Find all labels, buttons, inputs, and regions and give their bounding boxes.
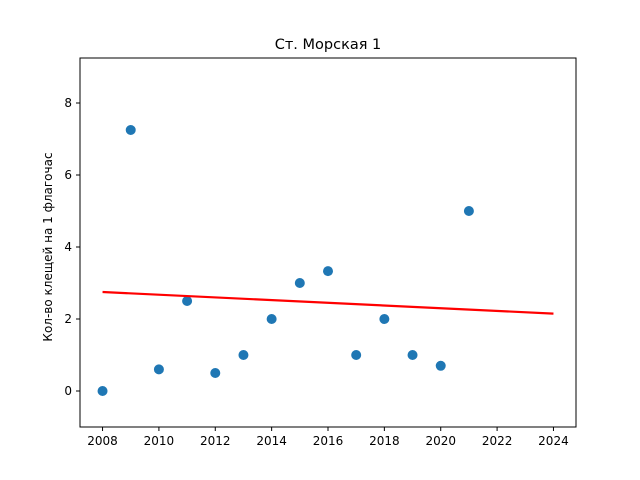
plot-area (97, 125, 554, 396)
data-point (379, 314, 390, 324)
data-point (351, 350, 362, 360)
y-tick-label: 0 (64, 384, 72, 398)
y-tick-label: 4 (64, 240, 72, 254)
data-point (323, 266, 333, 277)
y-axis-label: Кол-во клещей на 1 флагочас (41, 152, 55, 341)
axes-frame (79, 57, 577, 428)
data-point (463, 206, 474, 216)
x-tick-label: 2016 (313, 434, 344, 448)
data-point (407, 350, 418, 360)
data-point (266, 314, 277, 324)
data-point (238, 350, 249, 360)
data-point (97, 386, 108, 396)
x-tick-label: 2018 (369, 434, 400, 448)
y-axis: 0 2 4 6 8 (64, 96, 80, 398)
y-tick-label: 6 (64, 168, 72, 182)
y-tick-label: 8 (64, 96, 72, 110)
x-tick-label: 2020 (425, 434, 456, 448)
trend-line (102, 290, 554, 315)
x-tick-label: 2012 (200, 434, 231, 448)
x-tick-label: 2008 (87, 434, 118, 448)
x-tick-label: 2010 (144, 434, 175, 448)
data-point (182, 296, 193, 306)
data-point (435, 360, 446, 371)
x-tick-label: 2014 (256, 434, 287, 448)
x-axis: 2008 2010 2012 2014 2016 2018 2020 2022 2024 (87, 427, 569, 448)
data-point (125, 125, 136, 135)
x-tick-label: 2024 (538, 434, 569, 448)
data-point (294, 278, 305, 288)
data-point (210, 368, 221, 378)
data-point (153, 364, 164, 375)
chart-title: Ст. Морская 1 (275, 37, 382, 53)
y-tick-label: 2 (64, 312, 72, 326)
x-tick-label: 2022 (482, 434, 513, 448)
